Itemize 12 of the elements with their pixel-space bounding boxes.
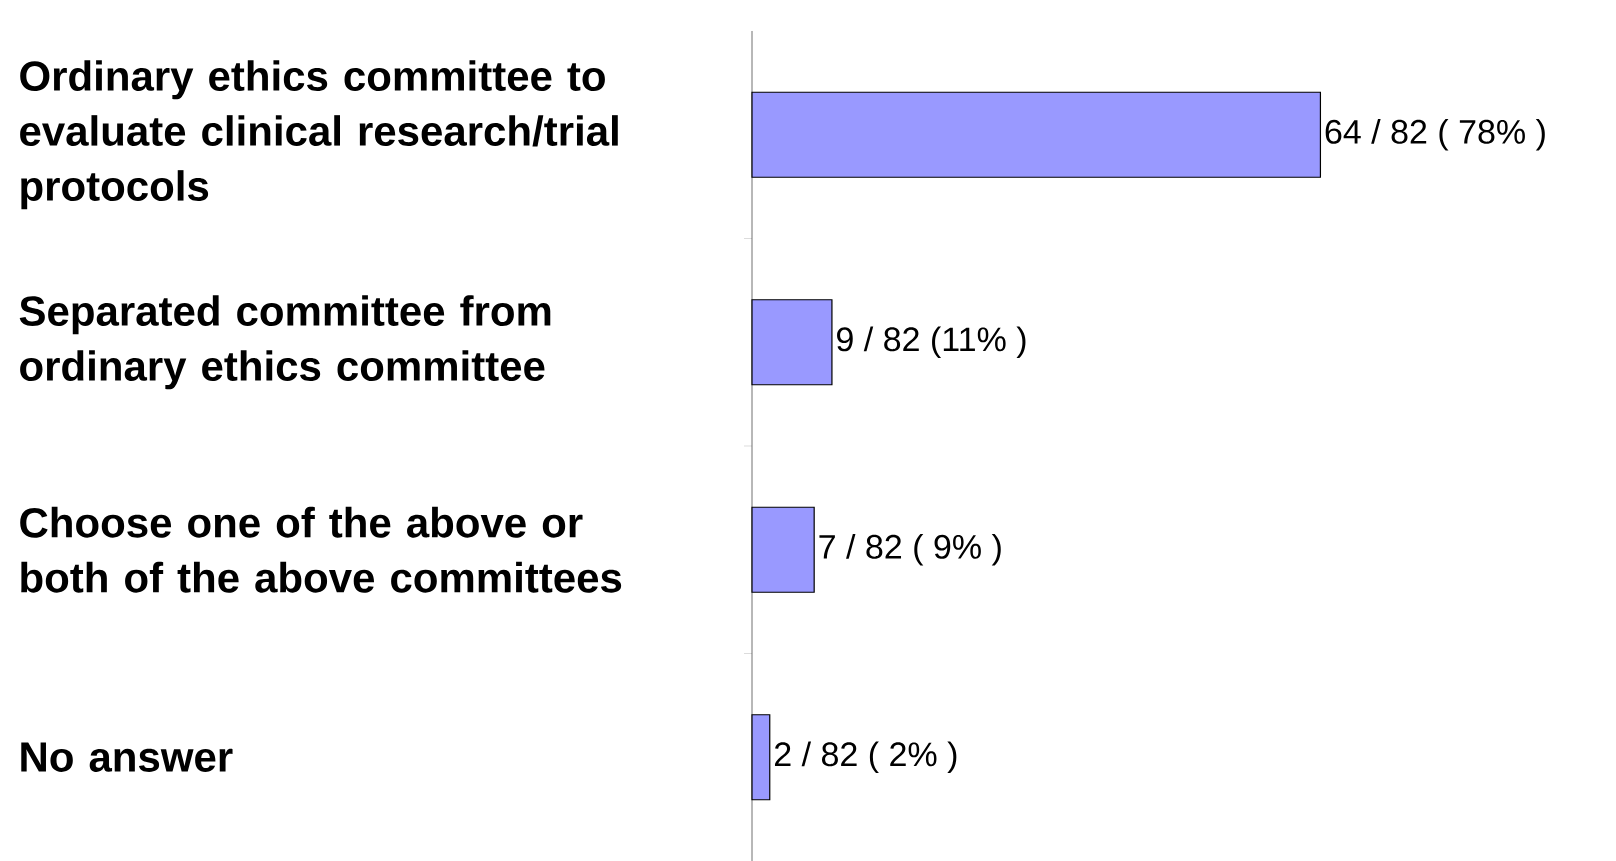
y-tick-label: Separated committee from ordinary ethics committee [19,294,551,390]
data-label: 2 / 82 ( 2% ) [774,741,957,773]
data-label: 7 / 82 ( 9% ) [819,533,1001,566]
y-tick-label: Choose one of the above or both of the above committees [20,506,622,593]
data-label: 9 / 82 (11% ) [837,326,1026,358]
data-label: 64 / 82 ( 78% ) [1325,118,1545,151]
y-tick-label: Ordinary ethics committee to evaluate clinical research/trial protocols [20,59,618,210]
bar [751,713,771,801]
bar [751,506,815,593]
bar [751,91,1322,178]
y-tick-label: No answer [21,742,233,772]
bar [751,298,833,386]
